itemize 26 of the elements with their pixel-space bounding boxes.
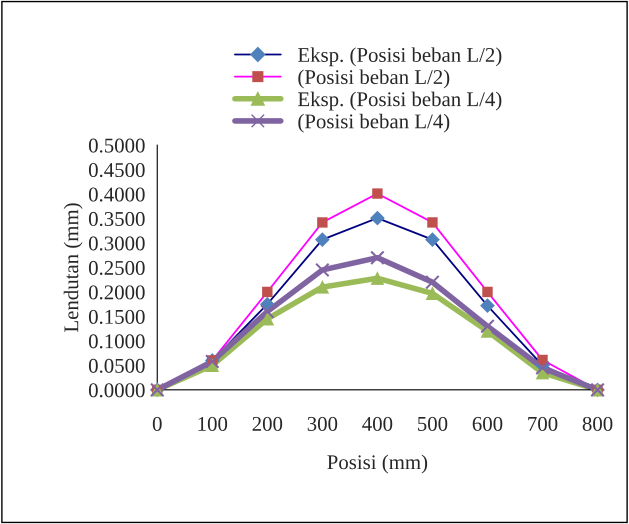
y-tick-label: 0.4000 [88,187,145,202]
y-tick-label: 0.5000 [88,138,145,153]
x-tick-label: 500 [418,416,448,431]
y-tick-label: 0.3500 [88,212,145,226]
y-tick-label: 0.1500 [88,310,145,324]
y-axis-title: Lendutan (mm) [64,203,83,332]
y-tick-label: 0.3000 [88,236,145,251]
y-tick-label: 0.4500 [88,162,145,178]
legend-label: (Posisi beban L/2) [298,69,450,88]
legend-label: Eksp. (Posisi beban L/2) [298,47,502,66]
x-tick-label: 0 [152,416,162,431]
y-tick-label: 0.2500 [88,260,145,276]
y-tick-label: 0.1000 [88,334,145,348]
y-tick-label: 0.2000 [88,285,145,300]
legend-label: Eksp. (Posisi beban L/4) [298,92,502,111]
legend-label: (Posisi beban L/4) [298,114,450,133]
x-tick-label: 400 [362,416,392,431]
y-tick-label: 0.0000 [88,383,145,398]
x-tick-label: 100 [198,416,228,431]
y-tick-label: 0.0500 [88,358,145,373]
x-tick-label: 800 [582,416,612,431]
x-tick-label: 600 [472,416,502,431]
x-tick-label: 200 [252,416,282,431]
x-tick-label: 700 [528,416,558,431]
x-axis-title: Posisi (mm) [327,454,428,474]
x-tick-label: 300 [308,416,338,431]
